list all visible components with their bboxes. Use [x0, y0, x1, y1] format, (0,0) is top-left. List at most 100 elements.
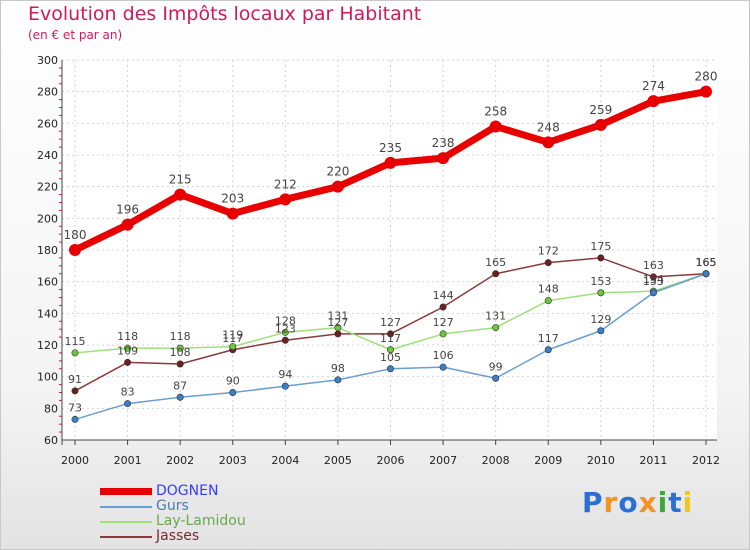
data-point-jasses [71, 387, 79, 395]
chart-subtitle: (en € et par an) [28, 28, 123, 42]
data-point-jasses [544, 259, 552, 267]
x-tick-label: 2000 [61, 454, 89, 467]
data-label-dognen: 220 [326, 165, 349, 179]
data-label-gurs: 106 [433, 349, 454, 362]
data-label-gurs: 94 [278, 368, 292, 381]
data-point-lay-lamidou [544, 297, 552, 305]
proxiti-logo: Proxiti [582, 486, 693, 519]
data-point-jasses [386, 330, 394, 338]
x-tick-label: 2001 [114, 454, 142, 467]
y-tick-label: 280 [37, 86, 58, 99]
y-tick-label: 180 [37, 244, 58, 257]
data-label-jasses: 172 [538, 245, 559, 258]
data-point-gurs [702, 270, 710, 278]
data-point-jasses [649, 273, 657, 281]
data-point-jasses [492, 270, 500, 278]
legend-swatch [100, 536, 152, 538]
data-label-lay-lamidou: 117 [380, 332, 401, 345]
y-tick-label: 80 [44, 402, 58, 415]
data-point-gurs [281, 382, 289, 390]
data-label-lay-lamidou: 127 [433, 316, 454, 329]
legend-swatch [100, 521, 152, 523]
data-point-gurs [71, 415, 79, 423]
data-label-gurs: 129 [590, 313, 611, 326]
data-label-gurs: 98 [331, 362, 345, 375]
data-point-jasses [334, 330, 342, 338]
data-point-gurs [229, 388, 237, 396]
legend-swatch [100, 506, 152, 508]
data-point-jasses [597, 254, 605, 262]
data-label-gurs: 117 [538, 332, 559, 345]
legend-label: Lay-Lamidou [156, 513, 246, 529]
y-tick-label: 200 [37, 212, 58, 225]
data-point-dognen [174, 188, 187, 201]
data-label-jasses: 127 [380, 316, 401, 329]
data-label-jasses: 91 [68, 373, 82, 386]
data-point-gurs [544, 346, 552, 354]
data-point-dognen [647, 95, 660, 108]
data-point-dognen [489, 120, 502, 133]
data-label-dognen: 258 [484, 105, 507, 119]
logo-letter: r [603, 486, 619, 519]
data-label-gurs: 83 [121, 386, 135, 399]
data-label-jasses: 117 [222, 332, 243, 345]
data-point-gurs [597, 327, 605, 335]
x-tick-label: 2011 [639, 454, 667, 467]
y-tick-label: 100 [37, 371, 58, 384]
data-label-gurs: 99 [489, 360, 503, 373]
data-label-dognen: 215 [169, 173, 192, 187]
x-tick-label: 2009 [534, 454, 562, 467]
data-label-dognen: 248 [537, 120, 560, 134]
data-label-gurs: 90 [226, 375, 240, 388]
data-label-lay-lamidou: 131 [327, 310, 348, 323]
data-point-lay-lamidou [597, 289, 605, 297]
data-label-dognen: 212 [274, 177, 297, 191]
data-label-jasses: 108 [170, 346, 191, 359]
data-point-dognen [226, 207, 239, 220]
data-label-gurs: 153 [643, 275, 664, 288]
data-point-lay-lamidou [386, 346, 394, 354]
data-label-lay-lamidou: 118 [117, 330, 138, 343]
data-label-dognen: 180 [64, 228, 87, 242]
data-label-lay-lamidou: 128 [275, 314, 296, 327]
data-label-lay-lamidou: 154 [643, 273, 664, 286]
data-point-jasses [124, 358, 132, 366]
legend-swatch [100, 488, 152, 495]
y-tick-label: 60 [44, 434, 58, 447]
logo-letter: i [657, 486, 669, 519]
legend-item: DOGNEN [100, 484, 300, 499]
x-tick-label: 2010 [587, 454, 615, 467]
data-point-lay-lamidou [334, 324, 342, 332]
chart-legend: DOGNEN Gurs Lay-Lamidou Jasses [100, 484, 300, 544]
data-point-dognen [437, 152, 450, 165]
data-point-dognen [121, 218, 134, 231]
data-point-dognen [331, 180, 344, 193]
y-tick-label: 120 [37, 339, 58, 352]
y-tick-label: 140 [37, 307, 58, 320]
logo-letter: i [682, 486, 694, 519]
data-label-dognen: 259 [589, 103, 612, 117]
legend-item: Gurs [100, 499, 300, 514]
x-tick-label: 2012 [692, 454, 720, 467]
legend-label: Gurs [156, 498, 189, 514]
data-point-dognen [279, 193, 292, 206]
data-point-dognen [542, 136, 555, 149]
data-label-jasses: 175 [590, 240, 611, 253]
data-point-jasses [176, 360, 184, 368]
legend-label: DOGNEN [156, 483, 219, 499]
data-point-gurs [334, 376, 342, 384]
data-label-jasses: 165 [696, 256, 717, 269]
y-tick-label: 220 [37, 181, 58, 194]
data-label-dognen: 280 [695, 70, 718, 84]
data-point-gurs [124, 400, 132, 408]
x-tick-label: 2007 [429, 454, 457, 467]
data-label-jasses: 165 [485, 256, 506, 269]
data-label-jasses: 127 [327, 316, 348, 329]
legend-item: Jasses [100, 529, 300, 544]
data-label-jasses: 144 [433, 289, 454, 302]
data-label-lay-lamidou: 165 [696, 256, 717, 269]
x-tick-label: 2008 [482, 454, 510, 467]
data-point-gurs [439, 363, 447, 371]
data-label-lay-lamidou: 118 [170, 330, 191, 343]
